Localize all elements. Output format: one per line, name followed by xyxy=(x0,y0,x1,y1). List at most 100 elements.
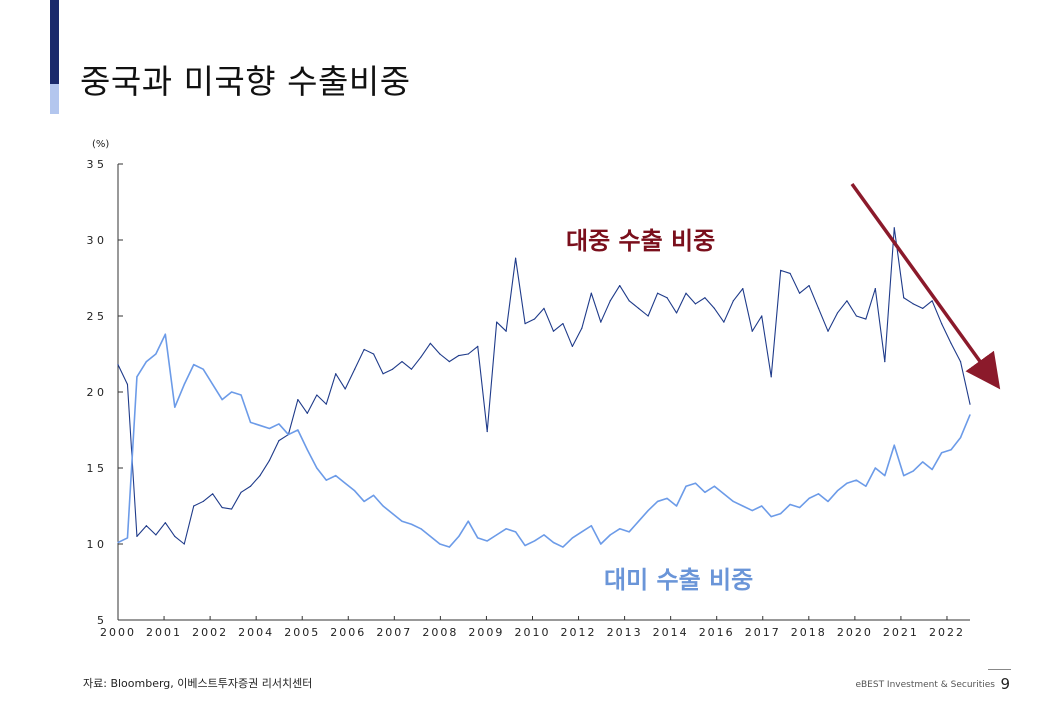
data-point xyxy=(325,479,327,481)
data-point xyxy=(382,373,384,375)
data-point xyxy=(959,361,962,363)
data-point xyxy=(335,373,337,375)
data-point xyxy=(505,528,507,530)
data-point xyxy=(893,227,895,229)
data-point xyxy=(439,353,441,355)
data-point xyxy=(231,391,233,393)
x-tick-label: 2001 xyxy=(146,626,182,639)
data-point xyxy=(704,491,706,493)
data-point xyxy=(268,427,271,430)
x-tick-label: 2020 xyxy=(837,626,873,639)
y-tick-label: 3 5 xyxy=(87,158,105,171)
data-point xyxy=(590,525,592,527)
x-tick-label: 2005 xyxy=(284,626,320,639)
data-point xyxy=(268,459,271,461)
data-point xyxy=(846,300,848,302)
data-point xyxy=(590,292,592,294)
data-point xyxy=(732,500,734,503)
data-point xyxy=(884,475,886,477)
data-point xyxy=(467,520,469,522)
data-point xyxy=(780,269,782,271)
data-point xyxy=(732,300,734,302)
data-point xyxy=(155,534,157,536)
data-point xyxy=(742,505,744,507)
x-tick-label: 2000 xyxy=(100,626,136,639)
data-point xyxy=(117,364,119,366)
data-point xyxy=(193,364,195,366)
data-point xyxy=(193,505,195,507)
data-point xyxy=(874,288,876,290)
data-point xyxy=(429,535,431,538)
data-point xyxy=(287,433,289,436)
data-point xyxy=(931,300,933,302)
data-point xyxy=(344,482,346,484)
data-point xyxy=(817,307,820,309)
data-point xyxy=(742,288,744,290)
x-tick-label: 2012 xyxy=(561,626,597,639)
data-point xyxy=(723,493,725,495)
data-point xyxy=(931,468,933,471)
data-point xyxy=(552,330,555,332)
data-point xyxy=(458,354,460,357)
data-point xyxy=(448,361,450,363)
data-point xyxy=(240,394,242,396)
x-tick-label: 2016 xyxy=(699,626,735,639)
china-series-label: 대중 수출 비중 xyxy=(566,227,715,255)
data-point xyxy=(524,544,526,547)
data-point xyxy=(373,494,375,496)
data-point xyxy=(657,500,659,503)
data-point xyxy=(231,508,233,510)
data-point xyxy=(117,541,119,544)
data-point xyxy=(486,540,488,542)
data-point xyxy=(155,353,157,355)
x-tick-label: 2013 xyxy=(607,626,643,639)
data-point xyxy=(609,534,611,536)
data-point xyxy=(770,376,772,378)
data-point xyxy=(562,323,564,325)
data-point xyxy=(761,315,763,317)
data-point xyxy=(694,303,697,305)
data-point xyxy=(799,506,801,509)
data-point xyxy=(202,368,204,370)
data-point xyxy=(969,403,971,405)
data-point xyxy=(136,376,138,378)
data-point xyxy=(713,485,716,487)
data-point xyxy=(202,500,204,503)
data-point xyxy=(609,300,611,302)
data-point xyxy=(344,388,346,390)
y-tick-label: 2 5 xyxy=(87,310,105,323)
data-point xyxy=(363,500,365,503)
data-point xyxy=(316,467,318,469)
title-accent-bar xyxy=(50,0,59,84)
y-tick-label: 5 xyxy=(97,614,104,627)
data-point xyxy=(306,412,308,414)
data-point xyxy=(704,297,706,299)
data-point xyxy=(183,383,185,385)
data-point xyxy=(865,318,867,320)
y-tick-label: 1 5 xyxy=(87,462,105,475)
x-tick-label: 2007 xyxy=(376,626,412,639)
data-point xyxy=(145,525,147,527)
data-point xyxy=(647,315,649,317)
data-point xyxy=(126,537,129,539)
data-point xyxy=(562,546,564,548)
data-point xyxy=(628,300,630,302)
data-point xyxy=(297,429,299,431)
data-point xyxy=(354,490,356,492)
x-tick-label: 2022 xyxy=(929,626,965,639)
x-tick-label: 2004 xyxy=(238,626,274,639)
data-point xyxy=(401,520,403,522)
data-point xyxy=(136,535,138,538)
data-point xyxy=(240,491,242,493)
data-point xyxy=(164,522,166,524)
data-point xyxy=(420,356,422,358)
data-point xyxy=(552,541,555,544)
data-point xyxy=(249,421,252,423)
data-point xyxy=(685,292,687,294)
footer-rule xyxy=(988,669,1011,670)
data-point xyxy=(174,535,176,538)
data-point xyxy=(249,485,252,487)
data-point xyxy=(278,423,280,425)
data-point xyxy=(836,312,839,314)
data-point xyxy=(846,482,848,484)
